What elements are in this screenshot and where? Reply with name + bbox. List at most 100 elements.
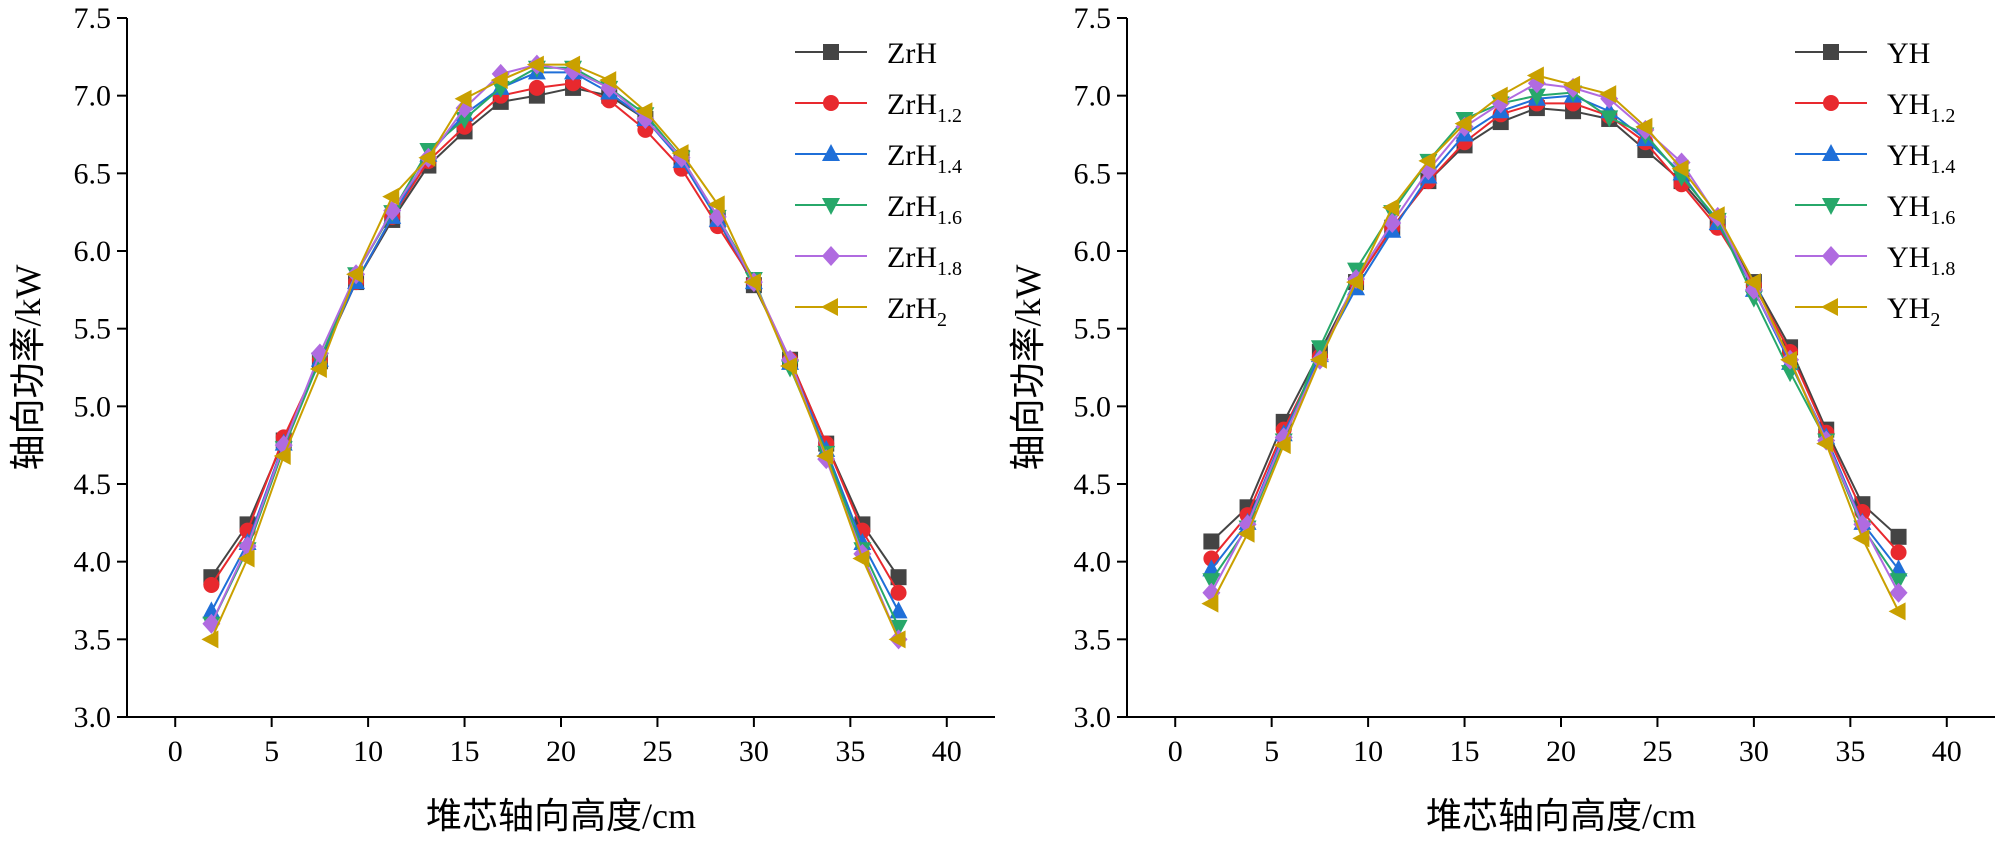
data-point	[1816, 434, 1834, 453]
series-line	[1210, 91, 1900, 581]
data-point	[1202, 573, 1221, 591]
data-point	[1526, 66, 1544, 85]
y-tick-label: 4.0	[74, 546, 112, 579]
series-line	[210, 66, 900, 628]
series-yh	[1203, 100, 1907, 550]
data-point	[888, 630, 906, 649]
x-tick-label: 40	[932, 735, 962, 768]
data-point	[418, 148, 436, 167]
x-tick-label: 15	[1450, 735, 1480, 768]
data-point	[203, 576, 220, 593]
x-tick-label: 40	[1932, 735, 1962, 768]
series-line	[210, 63, 900, 640]
legend-marker	[1821, 298, 1838, 316]
data-point	[563, 55, 581, 74]
x-tick-label: 15	[450, 735, 480, 768]
data-point	[1418, 151, 1436, 170]
y-tick-label: 7.5	[74, 2, 112, 35]
data-point	[455, 111, 474, 129]
data-point	[1889, 573, 1908, 591]
legend-item: YH1.2	[1795, 88, 1955, 127]
y-tick-label: 6.0	[74, 235, 112, 268]
data-point	[1382, 198, 1400, 217]
legend-marker	[822, 246, 840, 266]
data-point	[201, 630, 219, 649]
legend: ZrH ZrH1.2 ZrH1.4 ZrH1.6 ZrH1.8 ZrH2	[795, 37, 962, 331]
y-tick-label: 5.5	[1074, 313, 1112, 346]
data-point	[1490, 86, 1508, 105]
legend-label: YH1.2	[1887, 88, 1955, 127]
y-tick-label: 4.0	[1074, 546, 1112, 579]
legend-item: ZrH1.6	[795, 190, 962, 229]
series-line	[210, 86, 900, 578]
legend-item: YH	[1795, 37, 1930, 70]
series-yh-1.2	[1203, 95, 1907, 567]
data-point	[490, 71, 508, 90]
x-tick-label: 20	[1546, 735, 1576, 768]
legend-item: YH1.8	[1795, 241, 1955, 280]
legend-item: YH1.6	[1795, 190, 1955, 229]
data-point	[889, 619, 908, 637]
legend-marker	[821, 298, 838, 316]
series-zrh-1.8	[202, 54, 908, 650]
y-axis-title: 轴向功率/kW	[8, 264, 48, 470]
y-tick-label: 3.5	[1074, 623, 1112, 656]
data-point	[1890, 528, 1907, 545]
series-yh-1.6	[1202, 85, 1908, 591]
legend-label: YH1.6	[1887, 190, 1955, 229]
legend-item: YH2	[1795, 292, 1940, 331]
data-point	[599, 71, 617, 90]
legend-marker	[1822, 198, 1840, 215]
series-yh-1.8	[1202, 73, 1908, 603]
x-axis-title: 堆芯轴向高度/cm	[1426, 796, 1696, 836]
data-point	[1203, 533, 1220, 550]
data-point	[890, 569, 907, 586]
series-line	[1210, 107, 1900, 543]
data-point	[1635, 117, 1653, 136]
data-point	[1889, 582, 1908, 603]
data-point	[743, 273, 761, 292]
x-tick-label: 5	[1264, 735, 1279, 768]
y-tick-label: 7.0	[74, 80, 112, 113]
legend-marker	[1823, 95, 1839, 111]
data-point	[346, 265, 364, 284]
y-tick-label: 3.0	[74, 701, 112, 734]
series-line	[1210, 102, 1900, 560]
x-tick-label: 0	[168, 735, 183, 768]
legend-label: ZrH1.6	[887, 190, 962, 229]
data-point	[852, 549, 870, 568]
series-line	[210, 63, 900, 640]
legend-marker	[822, 144, 840, 161]
x-tick-label: 35	[835, 735, 865, 768]
data-point	[1527, 88, 1546, 106]
legend-label: ZrH	[887, 37, 937, 70]
legend-item: ZrH1.8	[795, 241, 962, 280]
data-point	[528, 79, 545, 96]
data-point	[780, 356, 798, 375]
data-point	[1273, 436, 1291, 455]
x-tick-label: 10	[1353, 735, 1383, 768]
legend-marker	[1823, 44, 1839, 60]
data-point	[1707, 206, 1725, 225]
x-tick-label: 30	[739, 735, 769, 768]
y-tick-label: 5.5	[74, 313, 112, 346]
legend-label: YH	[1887, 37, 1930, 70]
data-point	[1743, 273, 1761, 292]
legend-label: ZrH1.8	[887, 241, 962, 280]
chart-panel-yh: 3.0 3.5 4.0 4.5 5.0 5.5 6.0 6.5 7.0 7.5 0 5 10 15 20 25…	[1008, 2, 1995, 836]
data-point	[1454, 114, 1472, 133]
data-point	[889, 601, 908, 619]
legend-marker	[1822, 144, 1840, 161]
data-point	[1671, 159, 1689, 178]
legend-item: ZrH1.2	[795, 88, 962, 127]
data-point	[237, 549, 255, 568]
legend-label: YH2	[1887, 292, 1940, 331]
series-yh-1.4	[1202, 85, 1908, 577]
data-point	[1890, 544, 1907, 561]
x-tick-label: 20	[546, 735, 576, 768]
data-point	[1600, 110, 1619, 128]
data-point	[273, 447, 291, 466]
data-point	[1599, 85, 1617, 104]
data-point	[1237, 524, 1255, 543]
